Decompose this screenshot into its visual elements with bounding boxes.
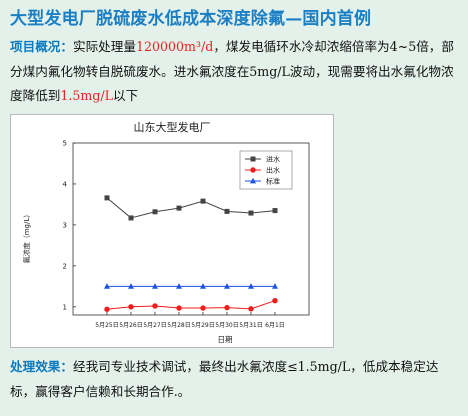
target-highlight: 1.5mg/L bbox=[60, 88, 114, 103]
data-point-inflow bbox=[248, 210, 254, 216]
y-tick-label: 4 bbox=[63, 180, 68, 188]
effect-text: 经我司专业技术调试，最终出水氟浓度≤1.5mg/L，低成本稳定达标，赢得客户信赖… bbox=[10, 359, 439, 399]
capacity-highlight: 120000m³/d bbox=[135, 39, 214, 54]
overview-text-3: 以下 bbox=[113, 88, 139, 103]
overview-text-2: ，煤发电循环水冷却浓缩倍率为4~5倍，部分煤内氟化物转自脱硫废水。进水氟浓度在5… bbox=[10, 39, 454, 103]
data-point-standard bbox=[176, 283, 182, 289]
x-tick-label: 6月1日 bbox=[265, 322, 285, 329]
x-tick-label: 5月30日 bbox=[215, 322, 238, 329]
y-tick-label: 3 bbox=[63, 221, 67, 229]
data-point-inflow bbox=[152, 209, 158, 215]
legend-label: 进水 bbox=[266, 155, 280, 164]
series-line-outflow bbox=[106, 300, 276, 310]
y-axis-label: 氟浓度（mg/L） bbox=[22, 211, 31, 264]
treatment-effect: 处理效果：经我司专业技术调试，最终出水氟浓度≤1.5mg/L，低成本稳定达标，赢… bbox=[10, 355, 462, 404]
x-tick-label: 5月27日 bbox=[143, 322, 166, 329]
data-point-standard bbox=[152, 283, 158, 289]
data-point-inflow bbox=[200, 198, 206, 204]
legend-label: 标准 bbox=[266, 177, 280, 186]
data-point-standard bbox=[104, 283, 110, 289]
headline: 大型发电厂脱硫废水低成本深度除氟—国内首例 bbox=[10, 9, 372, 29]
data-point-inflow bbox=[128, 215, 134, 221]
data-point-inflow bbox=[272, 208, 278, 214]
y-tick-label: 1 bbox=[63, 303, 67, 311]
fluoride-line-chart: 山东大型发电厂 氟浓度（mg/L） 日期 1 2 3 4 5 5月25日 5月26日 5月27… bbox=[22, 120, 310, 344]
project-overview: 项目概况：实际处理量120000m³/d，煤发电循环水冷却浓缩倍率为4~5倍，部… bbox=[10, 35, 462, 109]
data-point-outflow bbox=[128, 304, 134, 310]
data-point-outflow bbox=[152, 303, 158, 309]
x-tick-label: 5月29日 bbox=[191, 322, 214, 329]
x-tick-label: 5月25日 bbox=[95, 322, 118, 329]
overview-label: 项目概况： bbox=[10, 39, 73, 54]
y-tick-label: 5 bbox=[63, 140, 67, 148]
x-axis-label: 日期 bbox=[218, 335, 233, 344]
y-tick-label: 2 bbox=[63, 262, 67, 270]
data-point-outflow bbox=[176, 305, 182, 311]
series-line-inflow bbox=[106, 197, 276, 219]
data-point-outflow bbox=[224, 304, 230, 311]
data-point-standard bbox=[224, 283, 230, 289]
chart-panel: 山东大型发电厂 氟浓度（mg/L） 日期 1 2 3 4 5 5月25日 5月26日 5月27… bbox=[10, 114, 334, 348]
data-point-standard bbox=[200, 283, 206, 289]
overview-text-1: 实际处理量 bbox=[72, 39, 136, 54]
plot-frame bbox=[72, 142, 310, 316]
data-point-outflow bbox=[200, 305, 206, 311]
data-point-outflow bbox=[272, 297, 278, 304]
effect-label: 处理效果： bbox=[10, 359, 73, 374]
data-point-outflow bbox=[248, 306, 254, 312]
x-tick-label: 5月28日 bbox=[167, 322, 190, 329]
data-point-standard bbox=[248, 283, 254, 289]
data-point-inflow bbox=[104, 195, 110, 201]
data-point-standard bbox=[272, 283, 278, 289]
data-point-outflow bbox=[104, 306, 110, 312]
chart-title: 山东大型发电厂 bbox=[134, 120, 211, 134]
data-point-standard bbox=[128, 283, 134, 289]
legend-swatch-marker bbox=[250, 177, 256, 184]
data-point-inflow bbox=[176, 205, 182, 211]
legend-label: 出水 bbox=[266, 166, 280, 175]
data-point-inflow bbox=[224, 208, 230, 214]
x-tick-label: 5月31日 bbox=[239, 322, 262, 329]
x-tick-label: 5月26日 bbox=[119, 322, 142, 329]
legend-swatch-marker bbox=[250, 167, 256, 173]
legend-swatch-marker bbox=[250, 156, 256, 162]
